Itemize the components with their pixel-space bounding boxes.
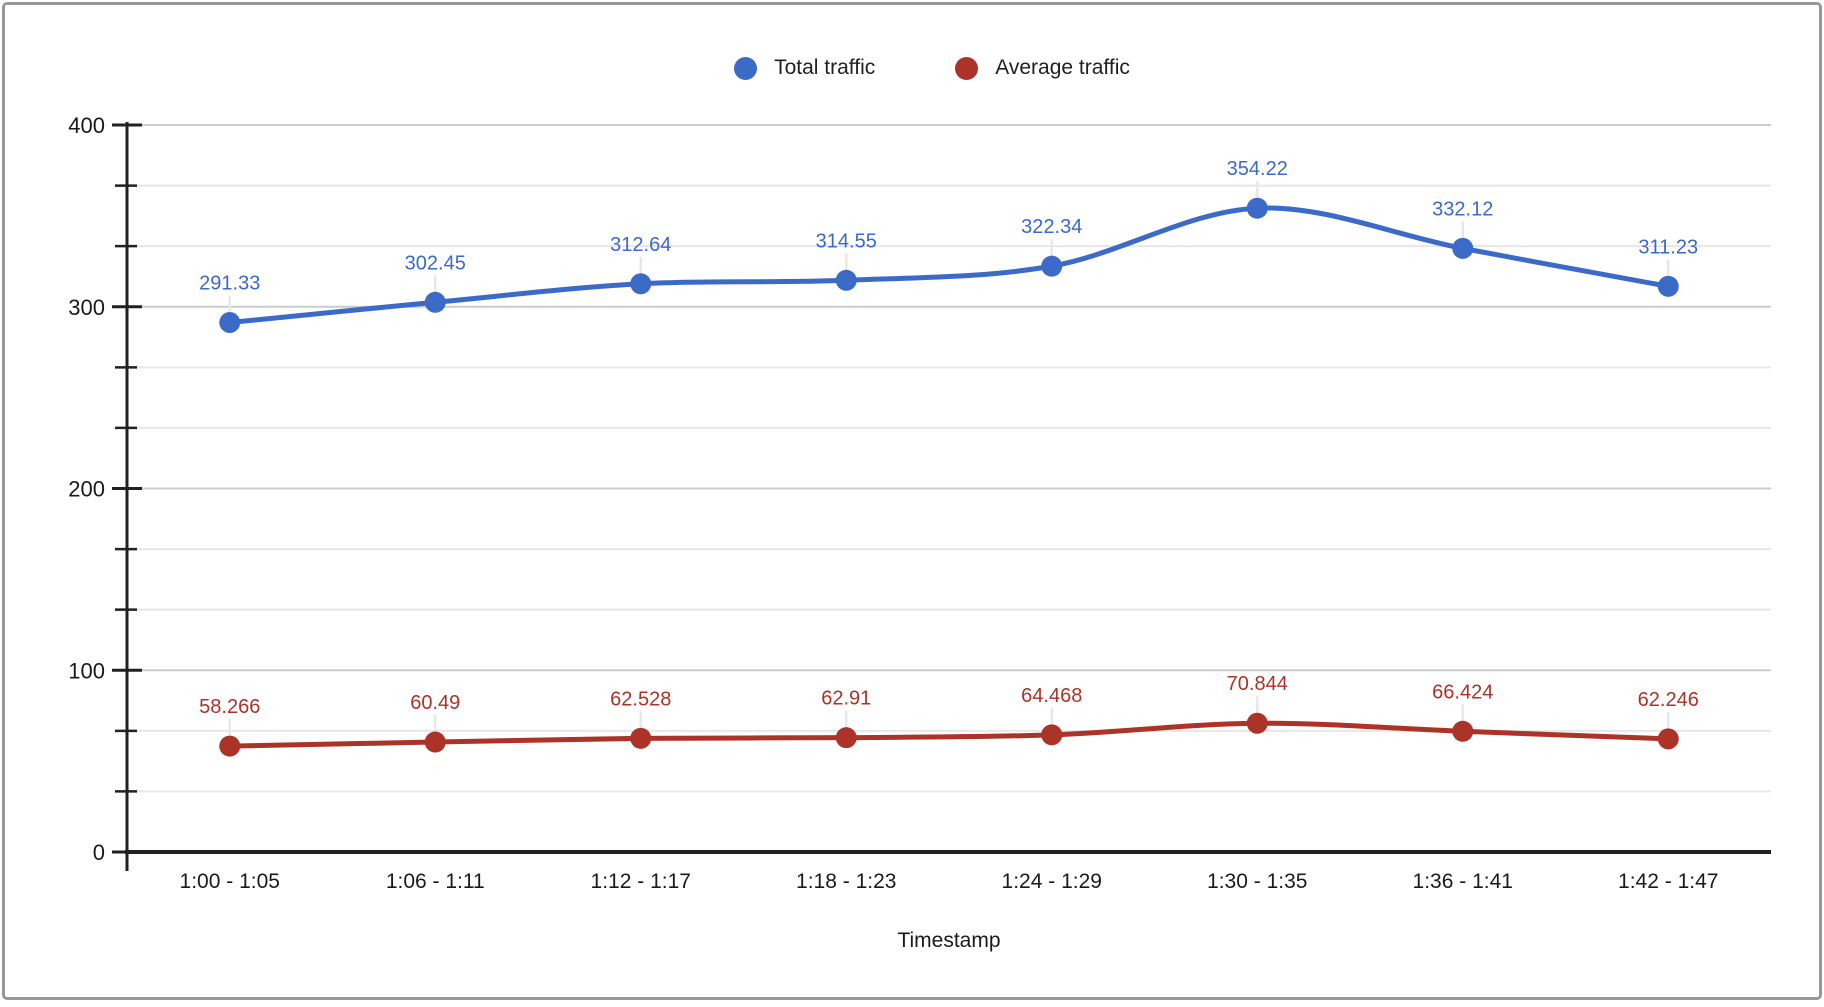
x-tick-label: 1:12 - 1:17 — [591, 870, 691, 893]
data-point-label: 66.424 — [1432, 681, 1493, 703]
data-point-marker-average-traffic[interactable] — [1658, 728, 1679, 749]
data-point-marker-average-traffic[interactable] — [836, 727, 857, 748]
data-point-marker-average-traffic[interactable] — [1041, 724, 1062, 745]
data-point-label: 312.64 — [610, 234, 671, 256]
data-point-marker-average-traffic[interactable] — [1247, 713, 1268, 734]
data-point-marker-average-traffic[interactable] — [425, 732, 446, 753]
data-point-marker-average-traffic[interactable] — [1452, 721, 1473, 742]
data-point-label: 62.528 — [610, 688, 671, 710]
data-point-label: 314.55 — [816, 230, 877, 252]
data-point-label: 62.246 — [1638, 689, 1699, 711]
data-point-marker-average-traffic[interactable] — [219, 736, 240, 757]
data-point-marker-total-traffic[interactable] — [425, 292, 446, 313]
data-point-label: 62.91 — [821, 688, 871, 710]
x-tick-label: 1:00 - 1:05 — [180, 870, 280, 893]
y-tick-label: 0 — [93, 840, 105, 865]
data-point-marker-total-traffic[interactable] — [836, 270, 857, 291]
data-point-marker-total-traffic[interactable] — [1247, 198, 1268, 219]
x-tick-label: 1:18 - 1:23 — [796, 870, 896, 893]
x-tick-label: 1:42 - 1:47 — [1618, 870, 1718, 893]
data-point-marker-total-traffic[interactable] — [1041, 256, 1062, 277]
data-point-label: 64.468 — [1021, 685, 1082, 707]
data-point-label: 302.45 — [405, 252, 466, 274]
data-point-marker-average-traffic[interactable] — [630, 728, 651, 749]
x-tick-label: 1:36 - 1:41 — [1413, 870, 1513, 893]
data-point-label: 354.22 — [1227, 158, 1288, 180]
y-tick-label: 400 — [68, 113, 105, 138]
data-point-marker-total-traffic[interactable] — [219, 312, 240, 333]
data-point-label: 332.12 — [1432, 198, 1493, 220]
data-point-label: 60.49 — [410, 692, 460, 714]
data-point-marker-total-traffic[interactable] — [630, 273, 651, 294]
data-point-marker-total-traffic[interactable] — [1452, 238, 1473, 259]
x-tick-label: 1:06 - 1:11 — [386, 870, 485, 893]
y-tick-label: 100 — [68, 658, 105, 683]
data-point-label: 58.266 — [199, 696, 260, 718]
x-tick-label: 1:24 - 1:29 — [1002, 870, 1102, 893]
data-point-label: 311.23 — [1638, 236, 1698, 258]
y-tick-label: 200 — [68, 477, 105, 502]
data-point-label: 70.844 — [1227, 673, 1288, 695]
y-tick-label: 300 — [68, 295, 105, 320]
data-point-label: 291.33 — [199, 273, 260, 295]
data-point-label: 322.34 — [1021, 216, 1082, 238]
data-point-marker-total-traffic[interactable] — [1658, 276, 1679, 297]
line-chart: 291.33 302.45 312.64 314.55 322.34 354.22 332.… — [5, 5, 1824, 1007]
x-axis-title: Timestamp — [127, 929, 1771, 953]
x-tick-label: 1:30 - 1:35 — [1207, 870, 1307, 893]
